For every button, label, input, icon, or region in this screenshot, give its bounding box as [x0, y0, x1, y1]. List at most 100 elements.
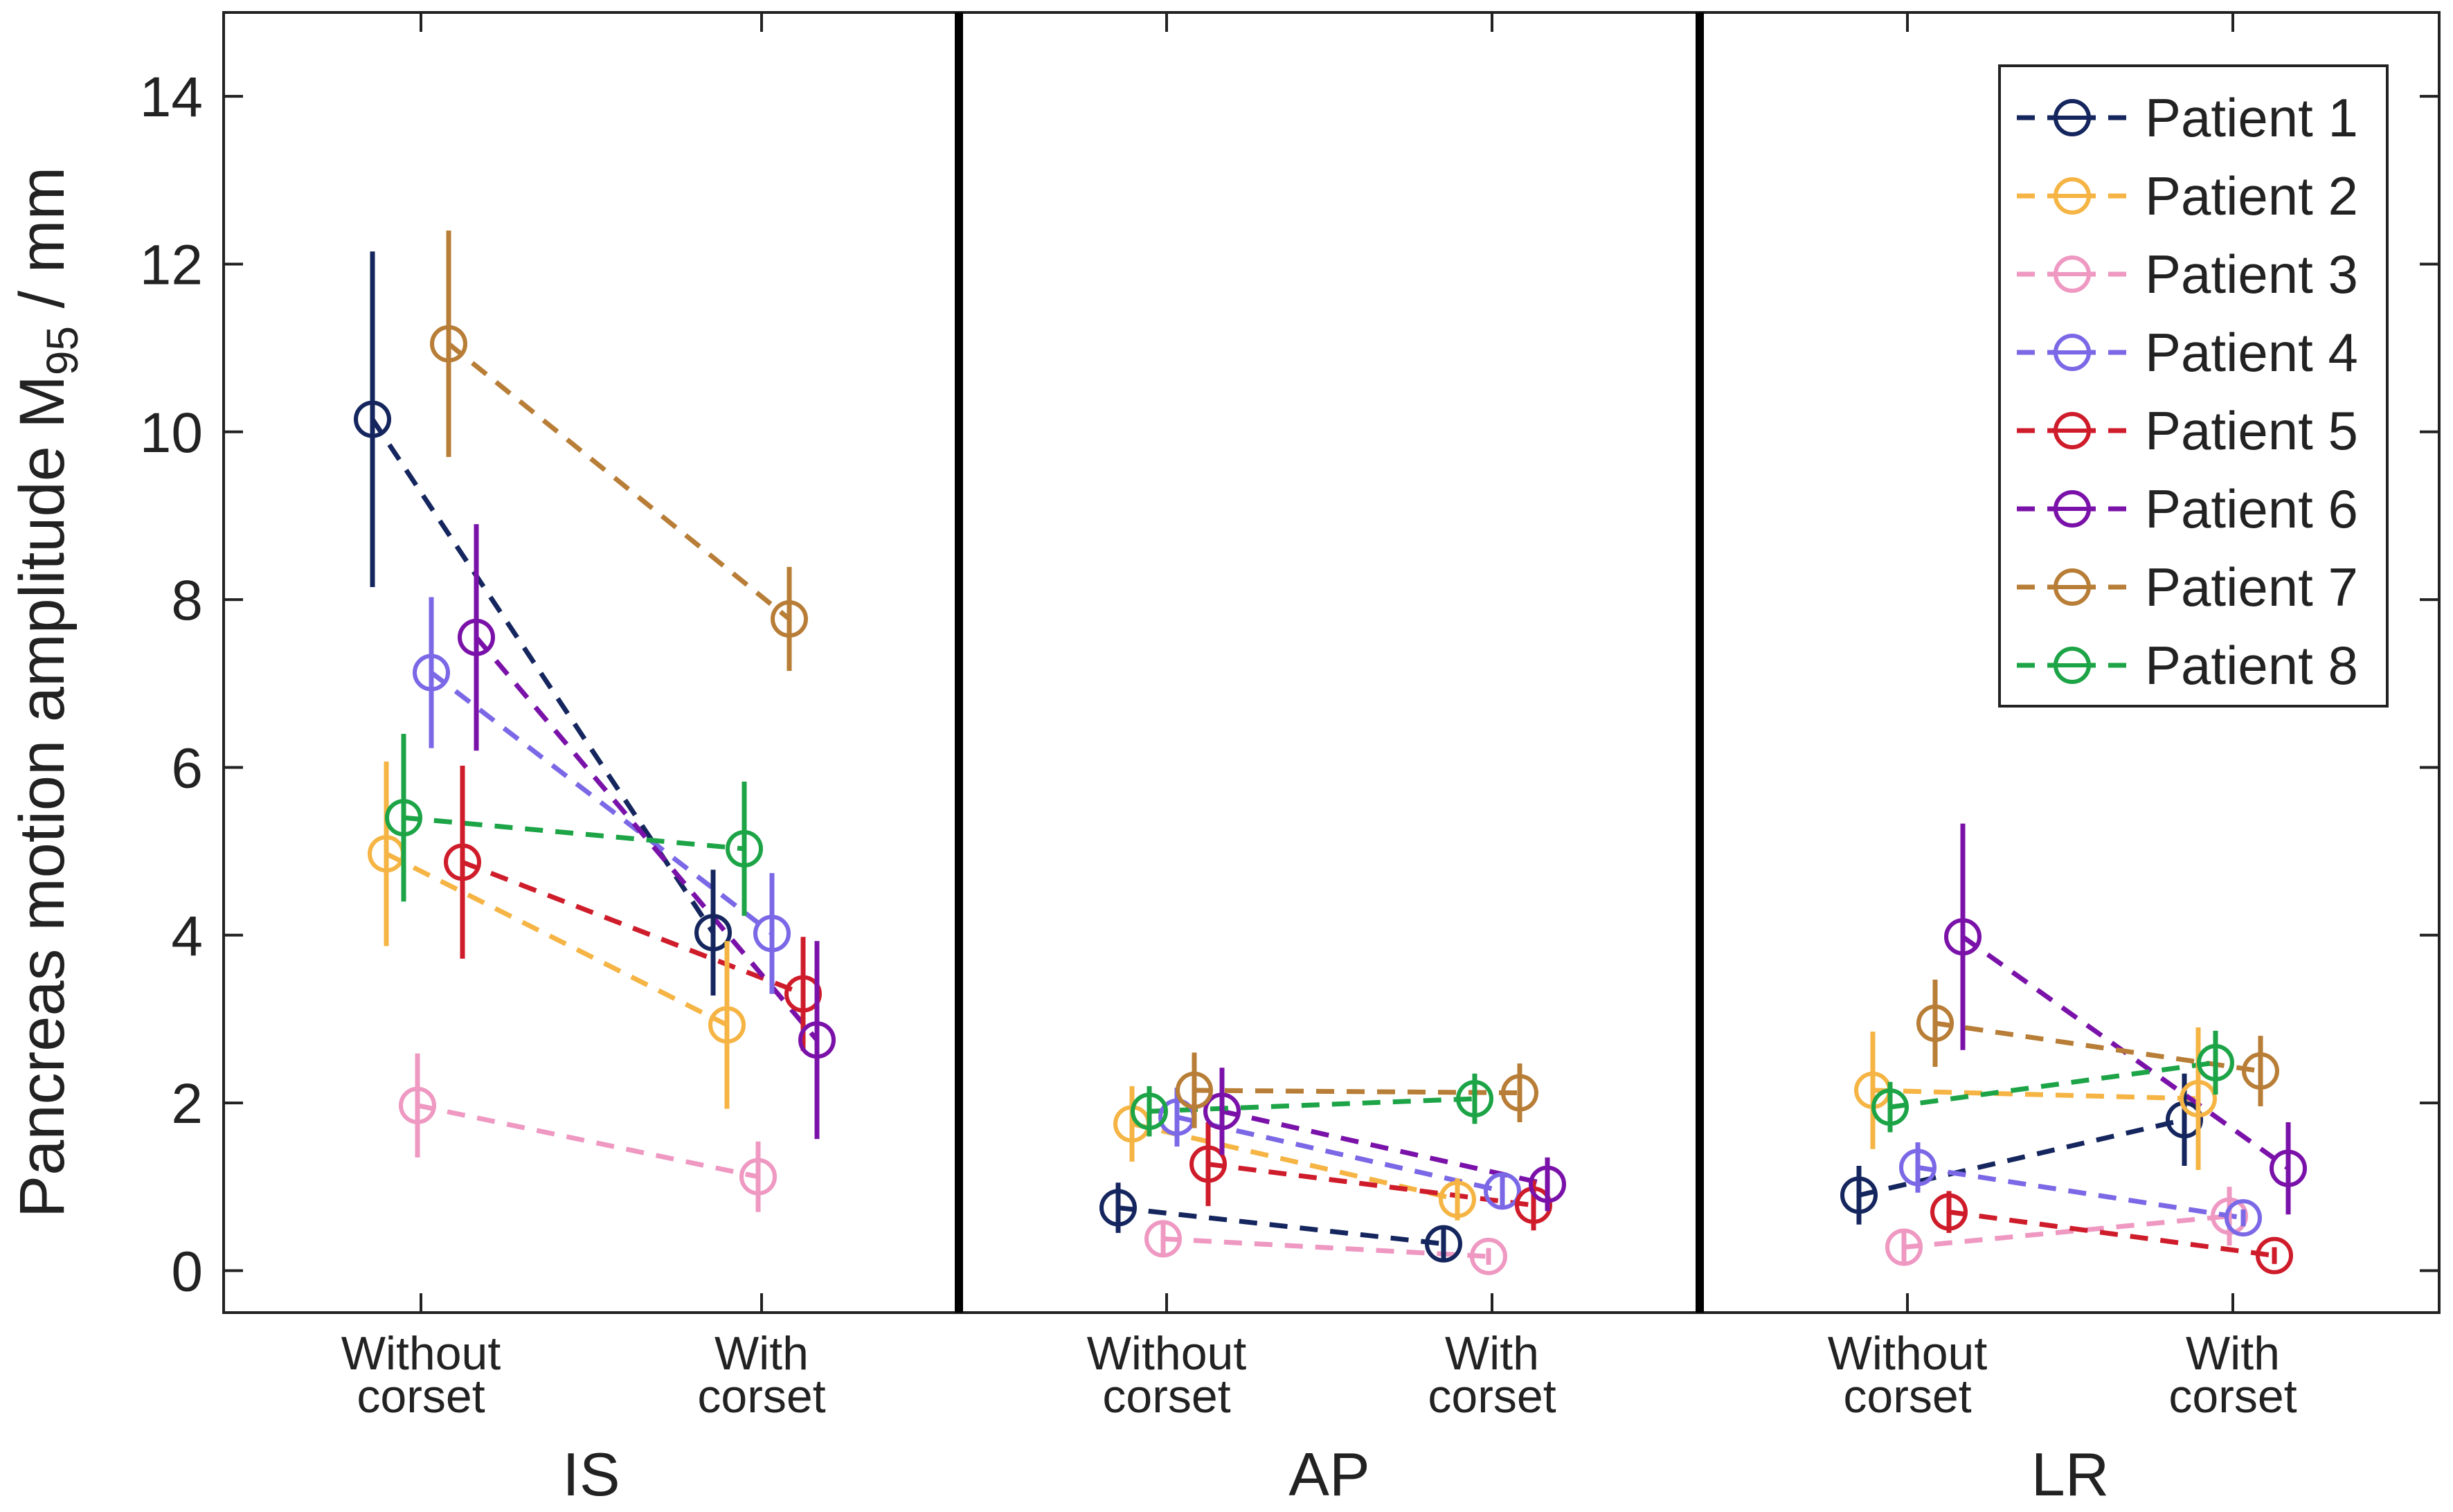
patient-2-line-is: [385, 852, 728, 1027]
legend-label-patient-4: Patient 4: [2145, 322, 2358, 383]
patient-4-point: [2225, 1199, 2262, 1237]
patient-4-point: [1899, 1149, 1937, 1187]
legend-label-patient-3: Patient 3: [2145, 244, 2358, 305]
patient-3-point: [1885, 1228, 1923, 1266]
patient-3-point: [739, 1158, 777, 1196]
patient-1-point: [2166, 1101, 2203, 1139]
patient-7-point: [1916, 1004, 1954, 1042]
patient-7-line-ap: [1194, 1088, 1520, 1096]
y-tick-label: 12: [140, 233, 203, 296]
legend: Patient 1 Patient 2 Patient 3 Patient 4 Pati…: [1998, 64, 2389, 708]
x-category-label: Without: [1828, 1327, 1988, 1380]
legend-label-patient-2: Patient 2: [2145, 165, 2358, 226]
patient-1-line-is: [370, 417, 715, 935]
patient-1-line-ap: [1117, 1205, 1444, 1247]
series-lines-layer: [370, 341, 2290, 1259]
legend-label-patient-7: Patient 7: [2145, 557, 2358, 618]
patient-6-line-ap: [1221, 1108, 1548, 1187]
panel-label-lr: LR: [2031, 1440, 2110, 1509]
patient-4-point: [753, 915, 791, 953]
x-category-label: corset: [1102, 1370, 1230, 1423]
x-category-label: corset: [357, 1370, 485, 1423]
patient-3-point: [2211, 1197, 2248, 1235]
patient-5-point: [1189, 1145, 1227, 1183]
patient-6-line-is: [474, 636, 819, 1042]
patient-7-point: [1501, 1074, 1538, 1112]
y-tick-label: 4: [171, 905, 203, 968]
patient-4-point: [413, 654, 450, 692]
x-category-label: corset: [1843, 1370, 1971, 1423]
patient-3-line-ap: [1162, 1236, 1489, 1259]
patient-3-point: [1470, 1237, 1507, 1275]
patient-7-line-is: [447, 341, 791, 621]
x-category-label: corset: [697, 1370, 825, 1423]
patient-4-point: [1484, 1172, 1521, 1210]
axes-layer: [222, 11, 2441, 1314]
patient-3-line-lr: [1903, 1214, 2230, 1250]
patient-1-point: [1425, 1225, 1462, 1263]
legend-label-patient-1: Patient 1: [2145, 87, 2358, 148]
legend-label-patient-5: Patient 5: [2145, 400, 2358, 461]
patient-1-line-lr: [1858, 1117, 2185, 1198]
x-category-label: With: [2186, 1327, 2280, 1380]
patient-8-line-is: [403, 815, 745, 852]
y-tick-label: 10: [140, 402, 203, 465]
patient-6-point: [1944, 918, 1982, 956]
x-category-label: Without: [341, 1327, 501, 1380]
x-category-label: With: [1445, 1327, 1539, 1380]
patient-2-line-lr: [1872, 1088, 2199, 1101]
patient-1-point: [694, 914, 732, 952]
legend-label-patient-8: Patient 8: [2145, 635, 2358, 696]
patient-1-point: [354, 400, 391, 438]
data-marks-layer: [354, 231, 2307, 1275]
patient-8-line-lr: [1889, 1060, 2216, 1110]
panel-label-is: IS: [562, 1440, 620, 1509]
patient-7-point: [430, 325, 467, 363]
patient-5-point: [2256, 1236, 2293, 1275]
x-category-label: corset: [2168, 1370, 2297, 1423]
plot-frame: [222, 11, 2441, 1314]
patient-5-point: [1515, 1186, 1552, 1224]
x-category-label: corset: [1428, 1370, 1556, 1423]
y-tick-label: 14: [140, 66, 203, 129]
patient-8-point: [1131, 1092, 1168, 1131]
patient-6-point: [798, 1021, 836, 1059]
patient-7-line-lr: [1934, 1020, 2261, 1074]
patient-6-point: [2270, 1149, 2307, 1187]
patient-5-point: [1930, 1193, 1968, 1231]
patient-4-line-ap: [1176, 1115, 1503, 1194]
patient-8-line-ap: [1149, 1096, 1475, 1114]
patient-5-point: [784, 975, 822, 1013]
y-axis-label: Pancreas motion amplitude M95 / mm: [7, 167, 87, 1218]
patient-8-point: [1871, 1088, 1909, 1126]
y-tick-label: 8: [171, 569, 203, 632]
x-category-label: Without: [1087, 1327, 1247, 1380]
legend-label-patient-6: Patient 6: [2145, 478, 2358, 539]
patient-3-point: [1144, 1220, 1182, 1258]
patient-8-point: [1456, 1080, 1493, 1118]
patient-7-point: [2242, 1052, 2279, 1090]
patient-8-point: [2197, 1043, 2234, 1081]
y-tick-label: 2: [171, 1072, 203, 1135]
patient-2-point: [2180, 1080, 2217, 1118]
patient-5-point: [444, 843, 481, 881]
patient-5-line-lr: [1948, 1209, 2275, 1259]
patient-2-point: [708, 1006, 746, 1044]
patient-8-point: [385, 799, 422, 837]
patient-6-point: [1203, 1092, 1241, 1131]
patient-2-point: [1439, 1180, 1476, 1218]
patient-4-line-is: [429, 670, 774, 936]
patient-7-point: [771, 600, 808, 638]
panel-label-ap: AP: [1288, 1440, 1369, 1509]
patient-3-line-is: [417, 1103, 759, 1180]
patient-7-point: [1176, 1071, 1213, 1109]
patient-3-point: [399, 1086, 436, 1124]
patient-1-point: [1840, 1176, 1878, 1214]
patient-5-line-ap: [1207, 1162, 1534, 1208]
patient-8-point: [726, 829, 763, 867]
x-category-label: With: [715, 1327, 809, 1380]
y-tick-label: 6: [171, 737, 203, 800]
patient-4-line-lr: [1917, 1164, 2244, 1221]
labels-layer: 02468101214WithoutcorsetWithcorsetISWith…: [140, 66, 2297, 1509]
